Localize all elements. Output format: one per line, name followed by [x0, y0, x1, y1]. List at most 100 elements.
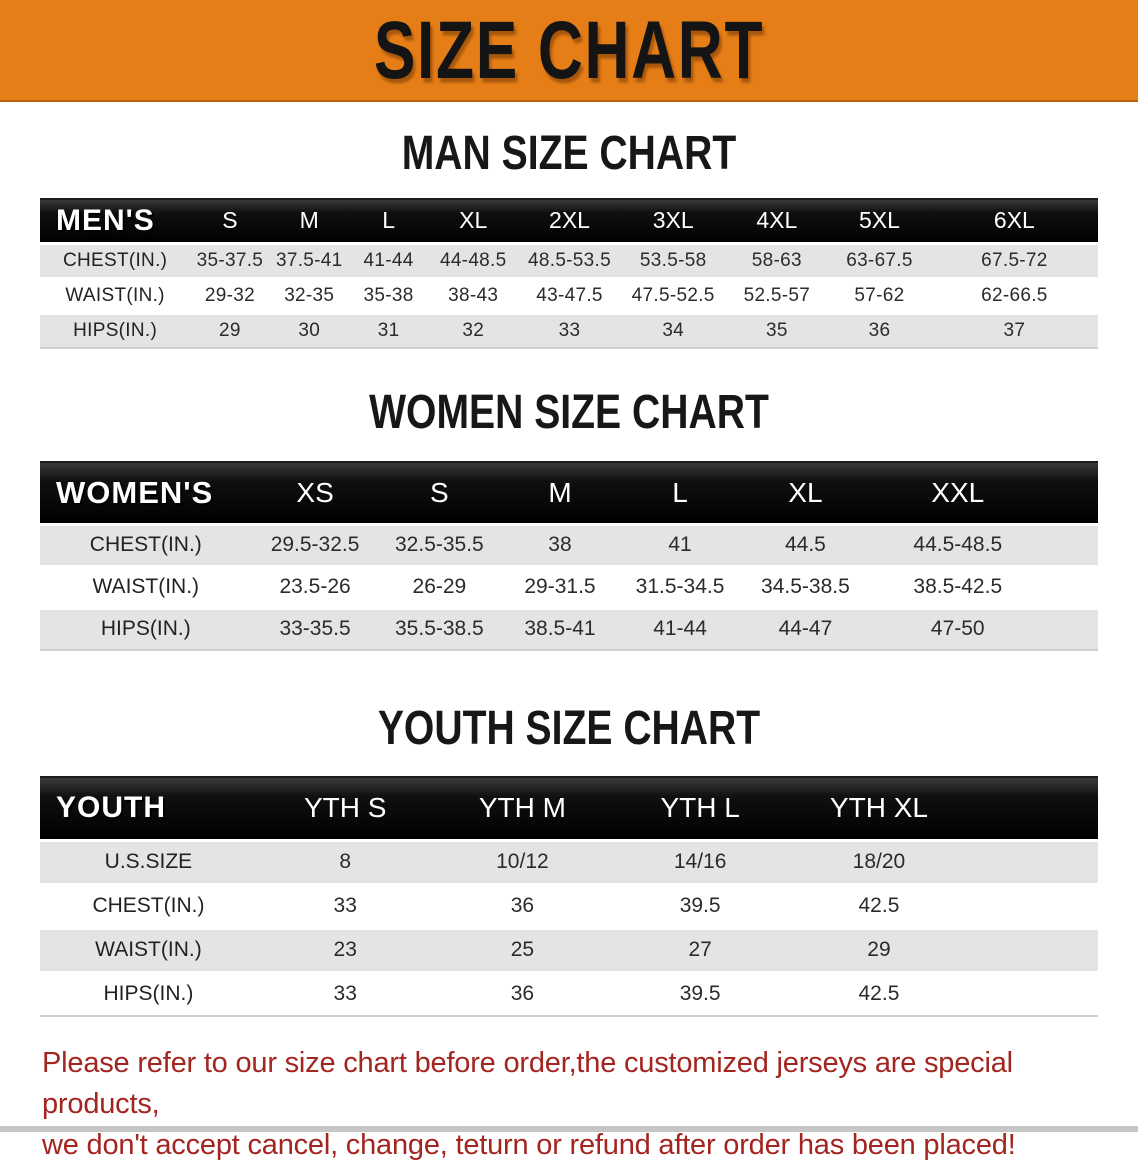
row-label: HIPS(IN.) — [40, 311, 191, 349]
row-label: WAIST(IN.) — [40, 276, 191, 313]
column-header: S — [378, 461, 501, 524]
size-chart-banner: SIZE CHART — [0, 0, 1138, 102]
column-header: L — [619, 461, 741, 524]
table-cell: 43-47.5 — [518, 276, 621, 313]
table-cell: 36 — [828, 311, 931, 349]
column-header: 4XL — [725, 198, 829, 243]
table-row: HIPS(IN.) 33-35.5 35.5-38.5 38.5-41 41-44 44-… — [40, 606, 1098, 651]
banner-title: SIZE CHART — [373, 4, 765, 96]
table-cell: 26-29 — [378, 564, 501, 608]
row-label: U.S.SIZE — [40, 838, 257, 884]
column-header: 2XL — [518, 198, 621, 243]
table-cell: 34.5-38.5 — [740, 564, 871, 608]
order-warning-line1: Please refer to our size chart before or… — [42, 1047, 1013, 1120]
filler-cell — [1045, 522, 1098, 566]
table-row: CHEST(IN.) 33 36 39.5 42.5 — [40, 882, 1098, 928]
table-cell: 47-50 — [870, 606, 1046, 651]
column-header: XL — [428, 198, 519, 243]
table-cell: 36 — [433, 970, 612, 1017]
youth-section-heading: YOUTH SIZE CHART — [377, 699, 761, 755]
table-cell: 41-44 — [348, 241, 429, 278]
table-cell: 32-35 — [269, 276, 349, 313]
table-cell: 33-35.5 — [251, 606, 379, 651]
table-cell: 29 — [190, 311, 270, 349]
table-cell: 44-47 — [740, 606, 871, 651]
table-cell: 18/20 — [789, 838, 969, 884]
row-label: WAIST(IN.) — [40, 564, 252, 608]
table-cell: 53.5-58 — [620, 241, 726, 278]
filler-cell — [968, 838, 1098, 884]
table-row: WAIST(IN.) 23 25 27 29 — [40, 926, 1098, 972]
men-size-section: MAN SIZE CHART MEN'S S M L XL 2XL 3XL 4XL 5XL 6XL… — [0, 124, 1138, 349]
column-header: 5XL — [828, 198, 931, 243]
table-cell: 23 — [256, 926, 434, 972]
table-cell: 35-37.5 — [190, 241, 270, 278]
table-cell: 39.5 — [611, 970, 790, 1017]
women-section-heading: WOMEN SIZE CHART — [369, 383, 769, 439]
table-cell: 29 — [789, 926, 969, 972]
row-label: CHEST(IN.) — [40, 882, 257, 928]
column-header: M — [500, 461, 620, 524]
filler-cell — [1045, 564, 1098, 608]
table-title: MEN'S — [40, 198, 191, 243]
table-cell: 38.5-42.5 — [870, 564, 1046, 608]
column-header: XS — [251, 461, 379, 524]
table-title: WOMEN'S — [40, 461, 252, 524]
table-row: CHEST(IN.) 29.5-32.5 32.5-35.5 38 41 44.5 44.5… — [40, 522, 1098, 566]
filler-cell — [968, 882, 1098, 928]
filler-cell — [968, 926, 1098, 972]
bottom-edge-strip — [0, 1126, 1138, 1132]
men-section-heading: MAN SIZE CHART — [401, 124, 737, 180]
youth-size-table: YOUTH YTH S YTH M YTH L YTH XL U.S.SIZE 8 10/12… — [40, 776, 1098, 1017]
table-header-row: YOUTH YTH S YTH M YTH L YTH XL — [40, 776, 1098, 840]
table-cell: 44-48.5 — [428, 241, 519, 278]
table-row: HIPS(IN.) 33 36 39.5 42.5 — [40, 970, 1098, 1017]
table-cell: 14/16 — [611, 838, 790, 884]
table-cell: 47.5-52.5 — [620, 276, 726, 313]
table-cell: 33 — [256, 970, 434, 1017]
men-size-table: MEN'S S M L XL 2XL 3XL 4XL 5XL 6XL CHEST(IN.) 35-37… — [40, 198, 1098, 349]
table-title: YOUTH — [40, 776, 257, 840]
table-cell: 35 — [725, 311, 829, 349]
table-cell: 29.5-32.5 — [251, 522, 379, 566]
table-cell: 25 — [433, 926, 612, 972]
table-cell: 8 — [256, 838, 434, 884]
row-label: CHEST(IN.) — [40, 522, 252, 566]
table-cell: 58-63 — [725, 241, 829, 278]
table-cell: 38.5-41 — [500, 606, 620, 651]
order-warning-note: Please refer to our size chart before or… — [0, 1043, 1138, 1166]
filler-cell — [1045, 461, 1098, 524]
table-cell: 34 — [620, 311, 726, 349]
row-label: CHEST(IN.) — [40, 241, 191, 278]
table-cell: 44.5-48.5 — [870, 522, 1046, 566]
table-cell: 37.5-41 — [269, 241, 349, 278]
youth-size-section: YOUTH SIZE CHART YOUTH YTH S YTH M YTH L YTH… — [0, 699, 1138, 1017]
table-cell: 27 — [611, 926, 790, 972]
row-label: HIPS(IN.) — [40, 970, 257, 1017]
table-cell: 29-31.5 — [500, 564, 620, 608]
table-cell: 42.5 — [789, 882, 969, 928]
table-header-row: WOMEN'S XS S M L XL XXL — [40, 461, 1098, 524]
table-cell: 36 — [433, 882, 612, 928]
table-cell: 41-44 — [619, 606, 741, 651]
filler-cell — [968, 776, 1098, 840]
table-cell: 57-62 — [828, 276, 931, 313]
table-cell: 44.5 — [740, 522, 871, 566]
table-cell: 62-66.5 — [930, 276, 1098, 313]
table-row: CHEST(IN.) 35-37.5 37.5-41 41-44 44-48.5 48.5… — [40, 241, 1098, 278]
table-cell: 63-67.5 — [828, 241, 931, 278]
table-row: WAIST(IN.) 29-32 32-35 35-38 38-43 43-47.5 47.… — [40, 276, 1098, 313]
table-cell: 41 — [619, 522, 741, 566]
table-row: U.S.SIZE 8 10/12 14/16 18/20 — [40, 838, 1098, 884]
table-row: HIPS(IN.) 29 30 31 32 33 34 35 36 37 — [40, 311, 1098, 349]
column-header: XXL — [870, 461, 1046, 524]
column-header: M — [269, 198, 349, 243]
table-cell: 38-43 — [428, 276, 519, 313]
table-cell: 39.5 — [611, 882, 790, 928]
table-cell: 35.5-38.5 — [378, 606, 501, 651]
column-header: L — [348, 198, 429, 243]
table-row: WAIST(IN.) 23.5-26 26-29 29-31.5 31.5-34.5 34… — [40, 564, 1098, 608]
women-size-table: WOMEN'S XS S M L XL XXL CHEST(IN.) 29.5-32.5 32.5… — [40, 461, 1098, 651]
row-label: HIPS(IN.) — [40, 606, 252, 651]
